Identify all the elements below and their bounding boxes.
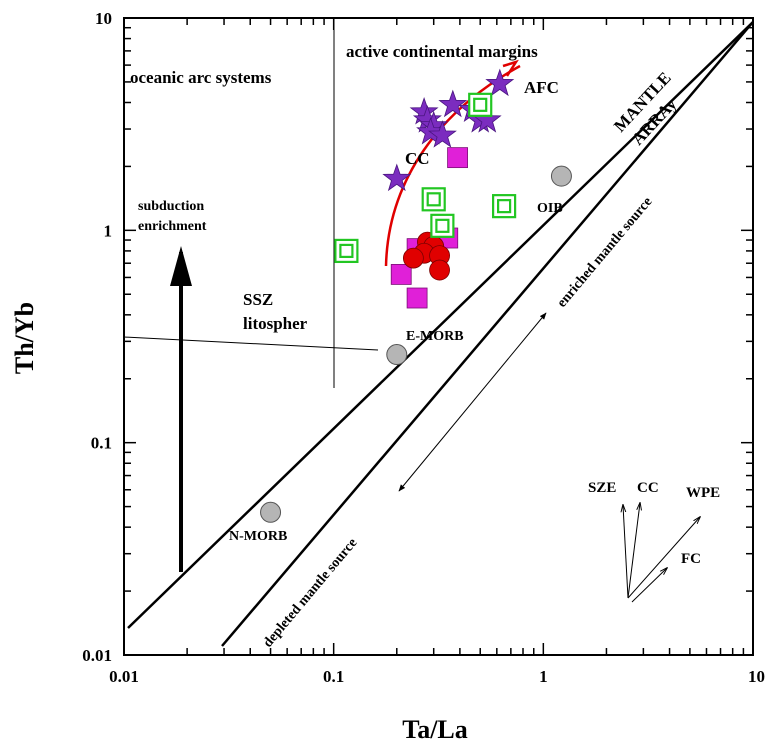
reference-point xyxy=(386,344,408,366)
reference-point xyxy=(550,165,572,187)
open-square-inner xyxy=(426,192,441,207)
y-tick-label: 0.01 xyxy=(82,646,112,665)
wpe-vector-label: WPE xyxy=(686,485,720,501)
reference-point xyxy=(260,501,282,523)
cc-vector-label: CC xyxy=(637,480,659,496)
oceanic-arc-label: oceanic arc systems xyxy=(130,68,272,87)
ssz-divider xyxy=(124,336,379,351)
star-point xyxy=(382,163,412,192)
axis-ticks xyxy=(123,18,753,656)
plot-frame xyxy=(123,17,754,656)
star-point xyxy=(485,68,515,97)
subduction-label: subduction xyxy=(138,199,204,214)
x-axis-title: Ta/La xyxy=(402,715,468,744)
x-tick-label: 10 xyxy=(748,667,765,686)
afc-label: AFC xyxy=(524,78,559,97)
star-point xyxy=(427,120,457,148)
square-point xyxy=(406,287,428,309)
fc-vector xyxy=(631,568,667,603)
data-points xyxy=(260,68,572,523)
sze-vector-label: SZE xyxy=(588,480,616,496)
ssz-label: SSZ xyxy=(243,290,273,309)
cc-trend-label: CC xyxy=(405,149,430,168)
x-tick-label: 0.01 xyxy=(109,667,139,686)
square-point xyxy=(447,147,468,169)
n-morb-label: N-MORB xyxy=(229,529,287,544)
open-square-inner xyxy=(435,218,450,233)
open-square-inner xyxy=(339,243,354,259)
sze-vector xyxy=(623,505,629,599)
star-point xyxy=(438,89,468,118)
litospher-label: litospher xyxy=(243,314,308,333)
afc-trend-arrow xyxy=(384,64,521,267)
open-square-point xyxy=(430,213,455,238)
petrogenetic-vectors: SZE CC WPE FC xyxy=(588,480,720,603)
enriched-mantle-label: enriched mantle source xyxy=(555,194,656,310)
x-tick-label: 1 xyxy=(539,667,548,686)
active-margins-label: active continental margins xyxy=(346,42,538,61)
y-tick-label: 1 xyxy=(104,221,113,240)
x-tick-label: 0.1 xyxy=(323,667,344,686)
open-square-point xyxy=(468,92,493,117)
y-tick-label: 0.1 xyxy=(91,434,112,453)
subduction-arrow-head xyxy=(170,246,192,286)
depleted-mantle-label: depleted mantle source xyxy=(261,536,361,651)
open-square-point xyxy=(421,187,446,212)
enrichment-label: enrichment xyxy=(138,219,207,234)
circle-point xyxy=(429,259,450,281)
wpe-vector xyxy=(627,517,700,599)
oib-label: OIB xyxy=(537,201,563,216)
open-square-inner xyxy=(497,199,512,214)
cc-vector xyxy=(627,503,640,599)
open-square-point xyxy=(334,238,359,264)
open-square-inner xyxy=(473,97,488,112)
afc-trend-arrow-head xyxy=(502,59,519,77)
y-tick-label: 10 xyxy=(95,9,112,28)
open-square-point xyxy=(492,194,517,219)
mantle-source-double-arrow xyxy=(398,312,547,492)
fc-vector-label: FC xyxy=(681,551,701,567)
square-point xyxy=(390,264,412,285)
y-axis-title: Th/Yb xyxy=(10,302,39,374)
tick-labels: 0.01 0.1 1 10 0.01 0.1 1 10 xyxy=(82,9,765,686)
circle-point xyxy=(402,247,424,269)
e-morb-label: E-MORB xyxy=(406,329,464,344)
